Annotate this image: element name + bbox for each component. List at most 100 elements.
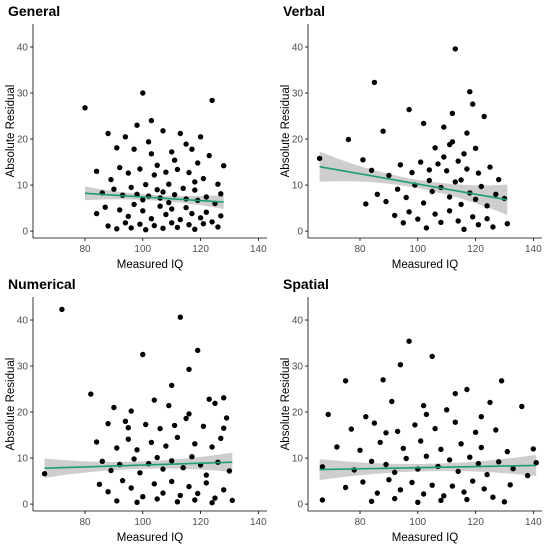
data-point [458, 201, 464, 208]
data-point [360, 157, 366, 163]
panel-general: General 0 10 20 30 40 80 100 120 140 Measured IQ Ab… [5, 3, 267, 271]
data-point [174, 224, 181, 231]
data-point [464, 130, 470, 136]
data-point [397, 362, 404, 368]
y-tick-label: 0 [297, 500, 303, 511]
y-tick-label: 20 [292, 135, 304, 146]
data-point [475, 170, 482, 176]
data-point [163, 443, 169, 449]
data-point [400, 220, 406, 226]
data-point [140, 351, 146, 358]
data-point [183, 415, 189, 422]
x-tick-label: 80 [79, 517, 91, 528]
data-point [140, 90, 146, 96]
x-tick-label: 80 [79, 244, 91, 255]
data-point [148, 117, 155, 124]
data-point [392, 495, 398, 502]
data-point [195, 347, 201, 354]
data-point [119, 477, 126, 484]
data-point [397, 487, 404, 493]
y-tick-label: 20 [17, 408, 29, 419]
data-point [209, 97, 215, 104]
data-point [461, 151, 467, 157]
x-axis-title: Measured IQ [392, 259, 459, 271]
data-point [117, 207, 123, 213]
data-point [192, 497, 198, 503]
data-point [368, 458, 375, 464]
data-point [533, 460, 539, 466]
data-point [195, 160, 201, 166]
data-point [334, 444, 340, 450]
x-tick-label: 120 [192, 244, 209, 255]
data-point [438, 446, 444, 452]
data-point [432, 145, 438, 151]
data-point [143, 227, 149, 233]
data-point [174, 499, 181, 505]
data-point [226, 468, 233, 474]
data-point [137, 166, 143, 172]
data-point [140, 197, 146, 203]
data-point [342, 378, 349, 384]
x-tick-label: 80 [354, 517, 366, 528]
data-point [221, 425, 227, 431]
data-point [169, 382, 175, 389]
panel-title: Numerical [8, 276, 76, 292]
data-point [99, 458, 106, 464]
data-point [221, 395, 227, 401]
data-point [157, 203, 163, 209]
data-point [415, 216, 421, 222]
x-tick-label: 140 [250, 517, 267, 528]
data-point [478, 183, 484, 190]
data-point [472, 429, 479, 435]
y-axis-title: Absolute Residual [5, 358, 17, 451]
data-point [186, 222, 192, 228]
data-point [105, 130, 111, 137]
data-point [530, 446, 536, 452]
x-tick-label: 80 [354, 244, 366, 255]
data-point [397, 162, 404, 168]
data-point [134, 499, 140, 505]
data-point [478, 444, 484, 451]
data-point [429, 353, 435, 360]
data-point [111, 404, 117, 411]
data-point [394, 428, 401, 435]
data-point [400, 445, 406, 452]
data-point [128, 408, 134, 414]
data-point [484, 203, 490, 209]
data-point [455, 468, 461, 475]
data-point [510, 466, 516, 472]
data-point [449, 483, 456, 489]
data-point [519, 403, 525, 410]
data-point [470, 214, 476, 220]
data-point [316, 155, 323, 162]
data-point [206, 396, 212, 402]
data-point [481, 486, 487, 492]
data-point [368, 167, 375, 173]
data-point [524, 472, 531, 479]
data-point [412, 422, 418, 428]
data-point [363, 201, 369, 207]
data-point [212, 400, 218, 406]
data-point [406, 209, 412, 215]
y-tick-label: 30 [17, 89, 29, 100]
y-tick-label: 10 [17, 454, 29, 465]
data-point [125, 425, 131, 431]
data-point [169, 206, 175, 212]
data-point [163, 211, 169, 218]
data-point [374, 490, 380, 496]
y-tick-label: 10 [292, 454, 304, 465]
data-point [140, 208, 146, 214]
data-point [93, 439, 100, 445]
data-point [148, 216, 155, 222]
data-point [148, 439, 155, 446]
data-point [452, 419, 458, 425]
data-point [122, 134, 129, 140]
data-point [160, 466, 166, 472]
data-point [452, 390, 458, 397]
data-point [487, 164, 493, 170]
data-point [432, 425, 438, 432]
data-point [420, 200, 427, 206]
data-point [212, 495, 218, 501]
data-point [406, 338, 412, 344]
